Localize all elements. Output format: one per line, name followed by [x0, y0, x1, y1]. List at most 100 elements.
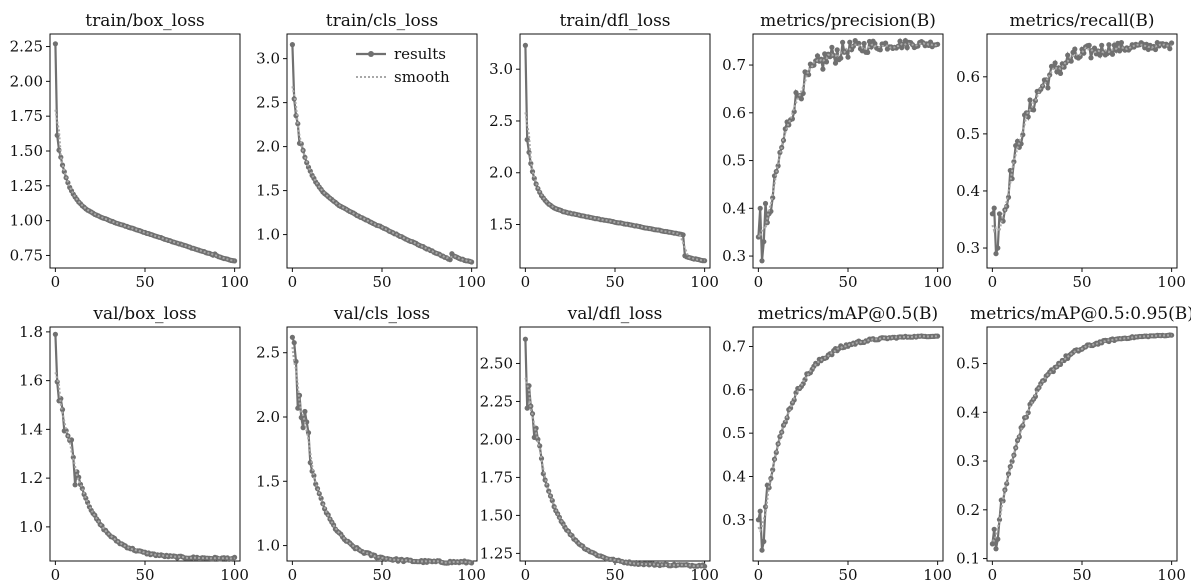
subplot-7: val/cls_loss 0 50 100 1.0 1.5 2.0 2.5 — [256, 304, 486, 582]
y-tick-label: 0.7 — [722, 56, 746, 74]
x-tick-label: 50 — [372, 273, 391, 291]
subplot-title: val/cls_loss — [333, 304, 430, 324]
y-tick-label: 0.1 — [956, 550, 980, 568]
x-tick-label: 50 — [838, 566, 857, 582]
x-tick-label: 0 — [288, 273, 298, 291]
results-point — [1009, 176, 1015, 182]
results-point — [845, 54, 851, 60]
results-point — [1077, 53, 1083, 60]
x-tick-label: 50 — [605, 566, 624, 582]
results-point — [1023, 110, 1029, 116]
results-point — [1027, 97, 1033, 103]
legend-results-label: results — [394, 45, 446, 63]
x-tick-label: 0 — [754, 566, 764, 582]
results-point — [838, 55, 844, 61]
y-tick-label: 0.3 — [722, 511, 746, 529]
results-point — [823, 59, 830, 65]
x-tick-label: 100 — [457, 273, 486, 291]
results-point — [782, 419, 788, 425]
x-tick-label: 100 — [220, 566, 249, 582]
subplot-title: metrics/recall(B) — [1009, 11, 1154, 31]
y-tick-label: 0.4 — [722, 199, 746, 217]
subplot-8: val/dfl_loss 0 50 100 1.25 1.50 1.75 2.00 2.25 2.… — [480, 304, 719, 582]
results-point — [1169, 40, 1175, 46]
x-tick-label: 100 — [457, 566, 486, 582]
y-tick-label: 1.50 — [480, 506, 513, 524]
x-tick-label: 50 — [135, 273, 154, 291]
results-point — [991, 526, 997, 532]
results-point — [680, 232, 686, 238]
y-tick-label: 1.4 — [19, 420, 43, 438]
legend: results smooth — [356, 45, 450, 86]
results-point — [935, 333, 941, 339]
subplot-4: metrics/precision(B) 0 50 100 0.3 0.4 0.5 0.6 0.… — [722, 11, 952, 291]
x-tick-label: 0 — [51, 566, 61, 582]
results-point — [72, 482, 78, 488]
y-tick-label: 3.0 — [256, 50, 280, 68]
y-tick-label: 2.00 — [480, 430, 513, 448]
subplot-title: val/box_loss — [92, 304, 196, 324]
results-line — [757, 334, 938, 551]
results-point — [897, 38, 903, 44]
smooth-line — [291, 86, 472, 263]
plot-frame — [286, 326, 478, 562]
results-point — [993, 546, 999, 552]
smooth-line — [757, 42, 938, 239]
y-tick-label: 1.0 — [19, 518, 43, 536]
y-tick-label: 1.2 — [19, 469, 43, 487]
subplot-3: train/dfl_loss 0 50 100 1.5 2.0 2.5 3.0 — [489, 11, 719, 291]
y-tick-label: 1.25 — [480, 544, 513, 562]
results-point — [757, 508, 763, 514]
plot-frame — [49, 326, 241, 562]
subplot-title: val/dfl_loss — [567, 304, 663, 324]
y-tick-label: 0.6 — [722, 381, 746, 399]
subplot-10: metrics/mAP@0.5:0.95(B) 0 50 100 0.1 0.2 0.3 0.… — [956, 304, 1191, 582]
results-point — [300, 425, 306, 431]
results-point — [840, 39, 846, 45]
subplot-title: train/dfl_loss — [559, 11, 670, 31]
legend-smooth-label: smooth — [394, 68, 450, 86]
y-tick-label: 0.5 — [722, 152, 746, 170]
results-point — [1097, 52, 1103, 58]
results-point — [820, 66, 826, 72]
results-point — [1057, 70, 1064, 76]
results-point — [1152, 46, 1159, 53]
x-tick-label: 50 — [1072, 273, 1091, 291]
results-point — [702, 258, 708, 264]
results-point — [1106, 42, 1112, 48]
results-line — [54, 334, 236, 561]
results-point — [1050, 64, 1056, 70]
results-point — [991, 205, 997, 211]
results-point — [289, 42, 295, 48]
results-point — [232, 258, 238, 264]
subplot-title: metrics/mAP@0.5(B) — [758, 304, 938, 324]
y-tick-label: 0.3 — [956, 239, 980, 257]
results-point — [1045, 85, 1051, 91]
results-point — [1052, 60, 1058, 66]
y-tick-label: 0.3 — [956, 452, 980, 470]
y-tick-label: 1.5 — [256, 182, 280, 200]
results-point — [1118, 40, 1124, 46]
results-point — [1065, 52, 1071, 58]
x-tick-label: 0 — [988, 566, 998, 582]
results-point — [883, 40, 889, 46]
results-point — [995, 245, 1001, 251]
plot-frame — [752, 326, 944, 562]
results-point — [1091, 45, 1098, 51]
y-tick-label: 1.75 — [480, 468, 513, 486]
results-point — [872, 41, 878, 47]
results-point — [798, 96, 805, 102]
smooth-line — [291, 346, 472, 564]
x-tick-label: 100 — [690, 273, 719, 291]
results-point — [993, 251, 999, 257]
y-tick-label: 0.4 — [956, 182, 980, 200]
y-tick-label: 2.5 — [256, 344, 280, 362]
results-point — [52, 41, 59, 47]
results-point — [1018, 141, 1024, 147]
smooth-line — [757, 335, 938, 534]
results-point — [232, 554, 238, 561]
results-point — [1050, 368, 1056, 375]
y-tick-label: 0.4 — [956, 403, 980, 421]
subplot-title: metrics/mAP@0.5:0.95(B) — [970, 304, 1191, 324]
results-point — [1086, 42, 1092, 48]
